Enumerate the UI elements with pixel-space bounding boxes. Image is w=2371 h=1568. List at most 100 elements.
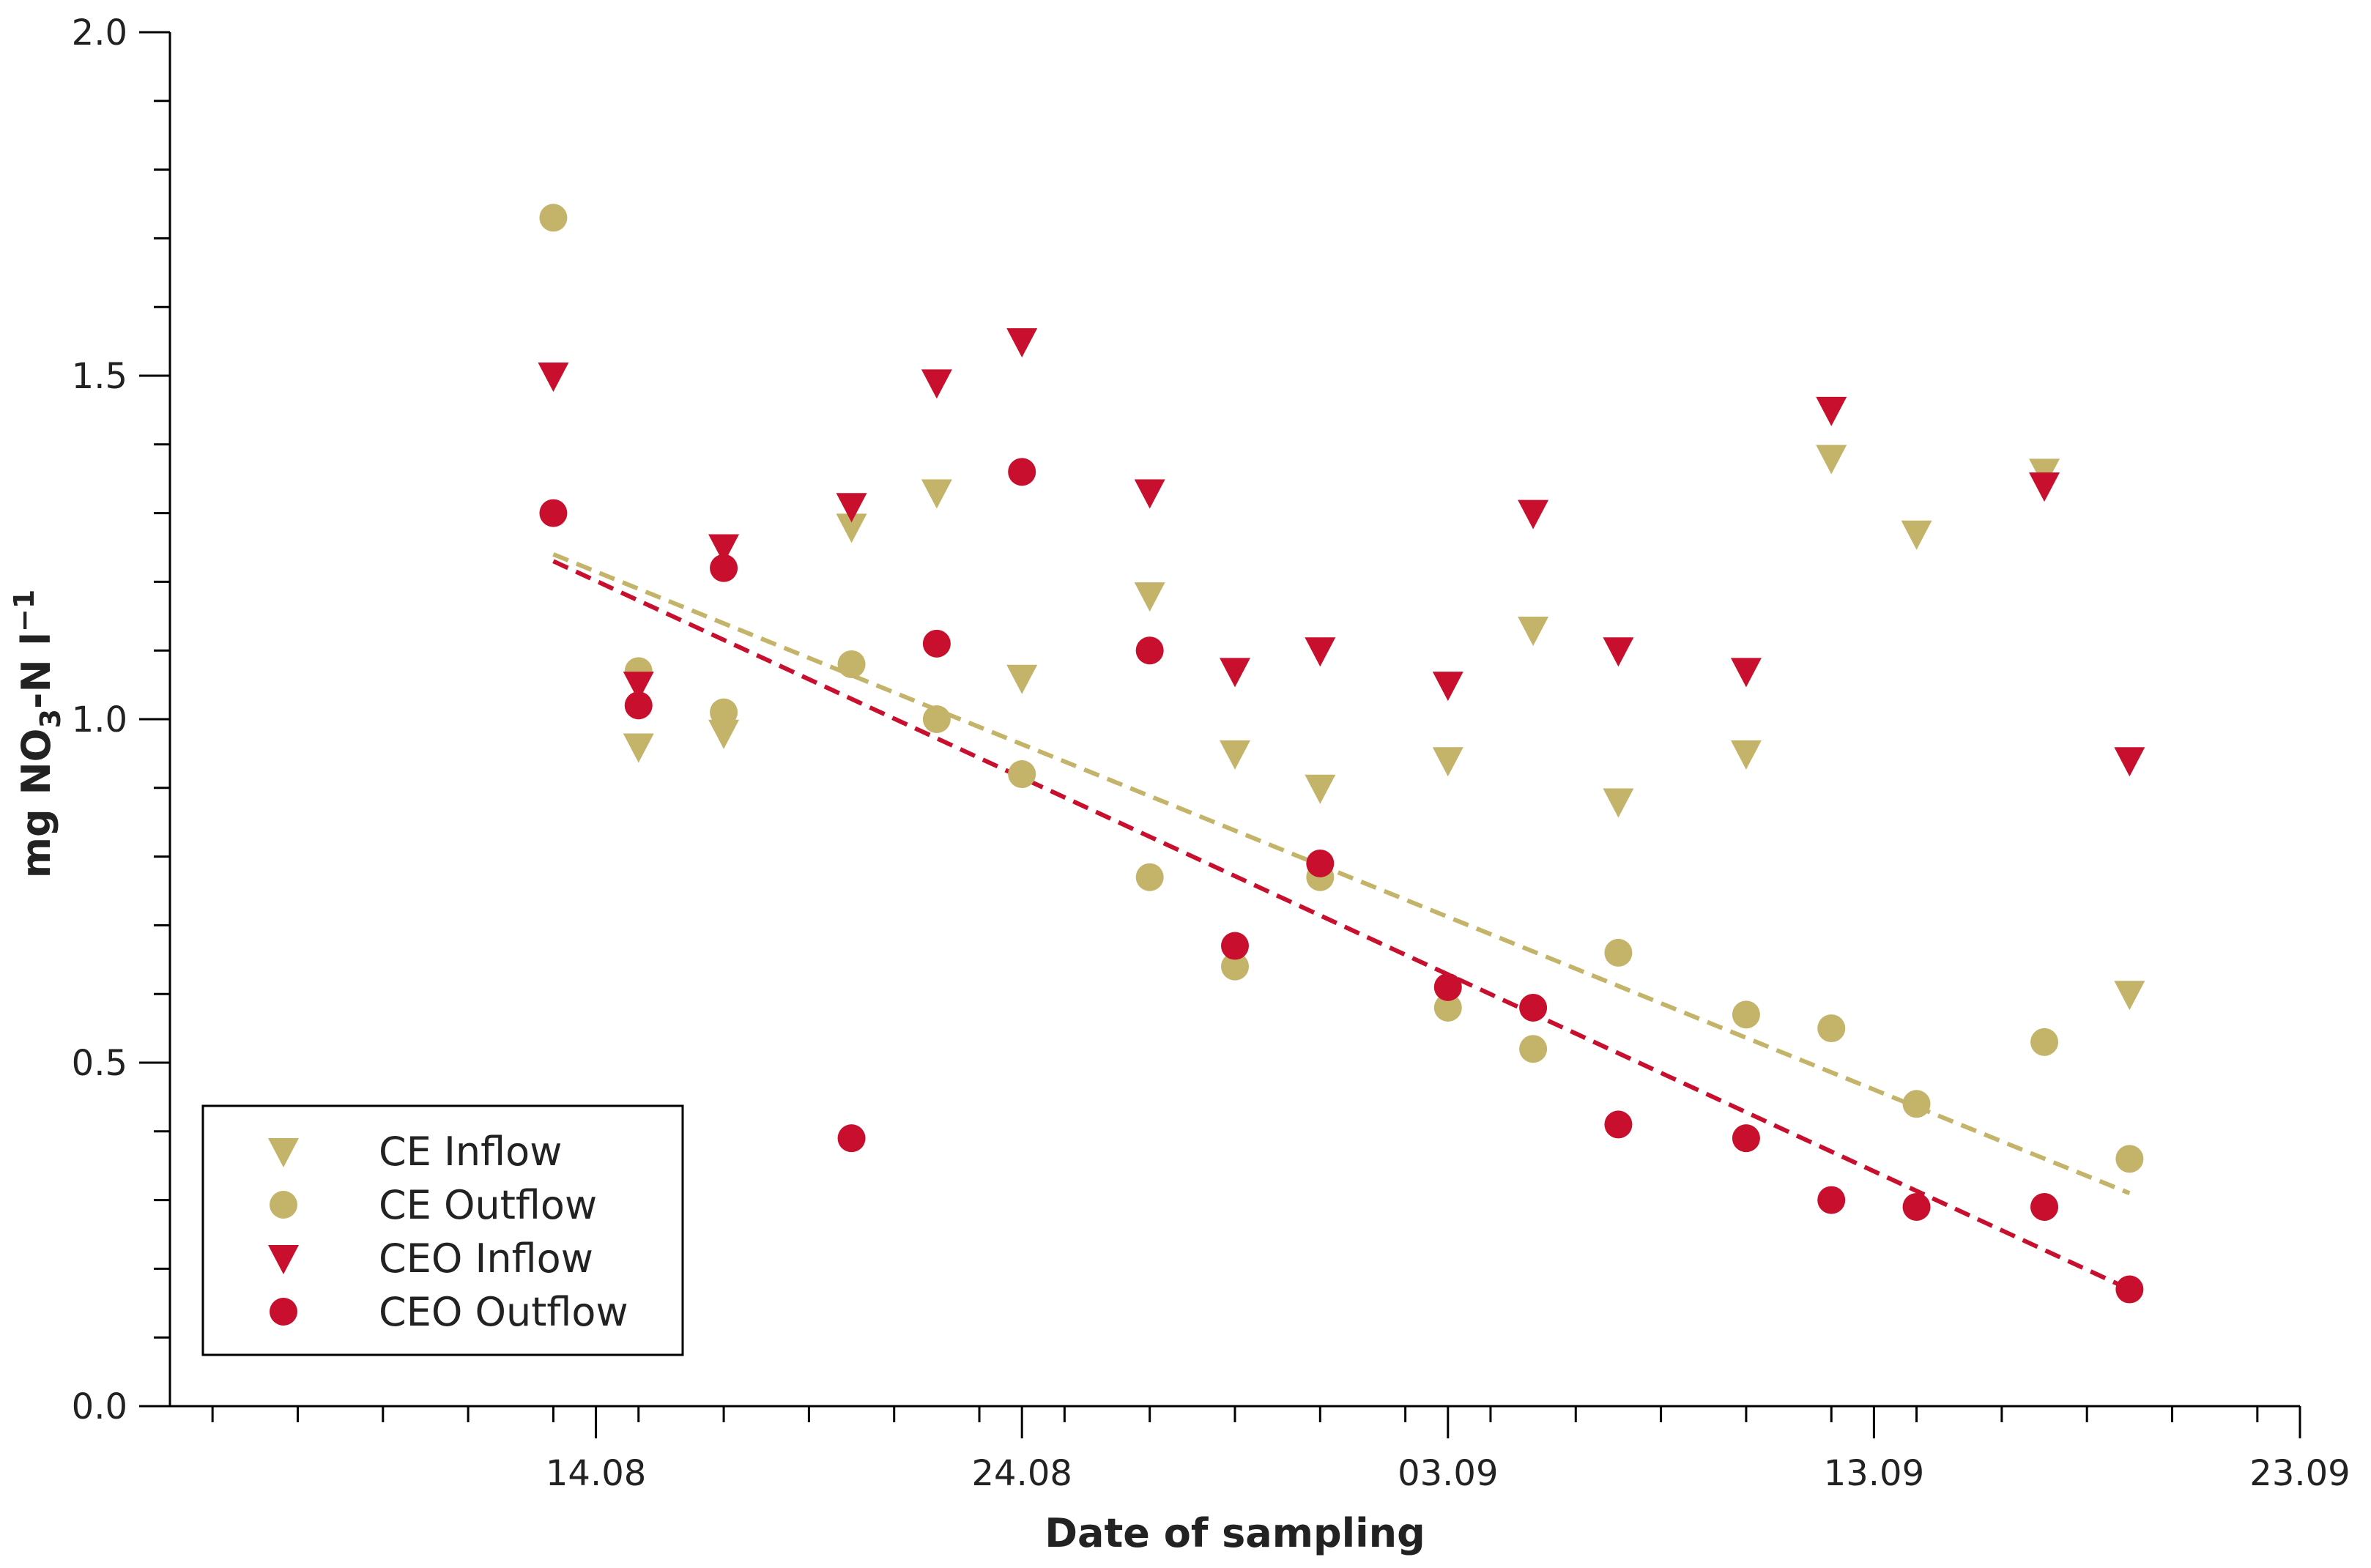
data-point [2115,1145,2144,1173]
data-point [922,629,951,658]
data-point [624,691,653,720]
legend-marker [270,1298,297,1326]
legend-marker [268,1138,299,1167]
legend-item-ce-inflow: CE Inflow [268,1129,562,1175]
data-point [1135,636,1164,665]
points-layer [538,204,2145,1304]
data-point [1134,582,1165,612]
data-point [538,363,569,392]
data-point [1305,774,1336,804]
data-point [1221,932,1249,960]
data-point [1519,1035,1548,1063]
data-point [1006,328,1038,358]
series-ceo-outflow [539,458,2144,1304]
trendline-layer [552,552,2131,1292]
data-point [921,479,952,509]
y-axis-title: mg NO3-N l−1 [8,590,67,878]
trendline-ce-outflow [552,552,2131,1196]
series-ceo-inflow [538,328,2145,777]
data-point [1603,637,1634,667]
data-point [1732,1124,1760,1153]
data-point [708,719,740,749]
data-point [1816,396,1847,426]
data-point [921,369,952,399]
data-point [708,534,740,564]
data-point [1221,952,1249,981]
data-point [1306,849,1335,877]
legend-label: CE Outflow [379,1182,597,1228]
data-point [1305,637,1336,667]
data-point [1006,664,1038,694]
data-point [1603,788,1634,818]
data-point [1433,973,1462,1001]
legend: CE Inflow CE Outflow CEO Inflow CEO Outflow [201,1104,684,1356]
data-point [1518,499,1549,530]
data-point [2030,1192,2059,1221]
data-point [1732,1000,1760,1029]
data-point [1816,445,1847,475]
data-point [1008,458,1036,486]
data-point [1604,938,1633,967]
data-point [1135,863,1164,891]
data-point [539,499,568,527]
data-point [2115,1275,2144,1304]
y-axis-title-prefix: mg NO [13,728,59,878]
data-point [2114,747,2145,777]
data-point [1730,658,1762,688]
legend-marker [270,1191,297,1219]
data-point [1518,617,1549,647]
data-point [1220,658,1250,688]
data-point [922,705,951,733]
data-point [1902,1090,1931,1118]
data-point [1433,993,1462,1022]
legend-item-ce-outflow: CE Outflow [270,1182,597,1228]
legend-label: CEO Outflow [379,1289,628,1335]
data-point [623,672,654,702]
data-point [1008,760,1036,789]
data-point [1134,479,1165,509]
x-tick-label: 14.08 [546,1453,646,1494]
data-point [2029,472,2060,502]
data-point [710,698,738,727]
x-tick-label: 23.09 [2249,1453,2350,1494]
y-tick-label: 0.0 [72,1386,127,1427]
data-point [623,733,654,763]
data-point [1604,1110,1633,1139]
data-point [837,650,866,678]
data-point [2030,1028,2059,1056]
data-point [1817,1014,1846,1043]
data-point [1901,520,1932,550]
y-tick-label: 2.0 [72,12,127,53]
legend-label: CE Inflow [379,1129,562,1175]
data-point [1432,672,1463,702]
data-point [539,204,568,232]
data-point [710,554,738,582]
data-point [2114,981,2145,1011]
data-point [1432,747,1463,777]
data-point [1730,740,1762,770]
legend-item-ceo-outflow: CEO Outflow [270,1289,628,1335]
legend-marker [268,1245,299,1274]
data-point [837,1124,866,1153]
y-axis-title-subscript: 3 [34,709,67,728]
ticks-layer: 0.0 0.5 1.0 1.5 2.0 14.08 24.08 03.09 13.09 23.09 [72,12,2350,1494]
y-axis-title-superscript: −1 [8,590,40,632]
y-axis-title-suffix: -N l [13,632,59,709]
y-tick-label: 1.0 [72,699,127,740]
data-point [1519,993,1548,1022]
trendline-ceo-outflow [552,559,2131,1292]
x-tick-label: 13.09 [1824,1453,1924,1494]
data-point [836,493,867,523]
x-axis-title: Date of sampling [1044,1510,1425,1556]
data-point [1817,1186,1846,1214]
data-point [1902,1192,1931,1221]
y-tick-label: 0.5 [72,1043,127,1084]
y-tick-label: 1.5 [72,356,127,397]
x-tick-label: 24.08 [971,1453,1072,1494]
data-point [836,513,867,543]
x-tick-label: 03.09 [1398,1453,1498,1494]
legend-label: CEO Inflow [379,1236,593,1282]
data-point [1220,740,1250,770]
legend-item-ceo-inflow: CEO Inflow [268,1236,593,1282]
